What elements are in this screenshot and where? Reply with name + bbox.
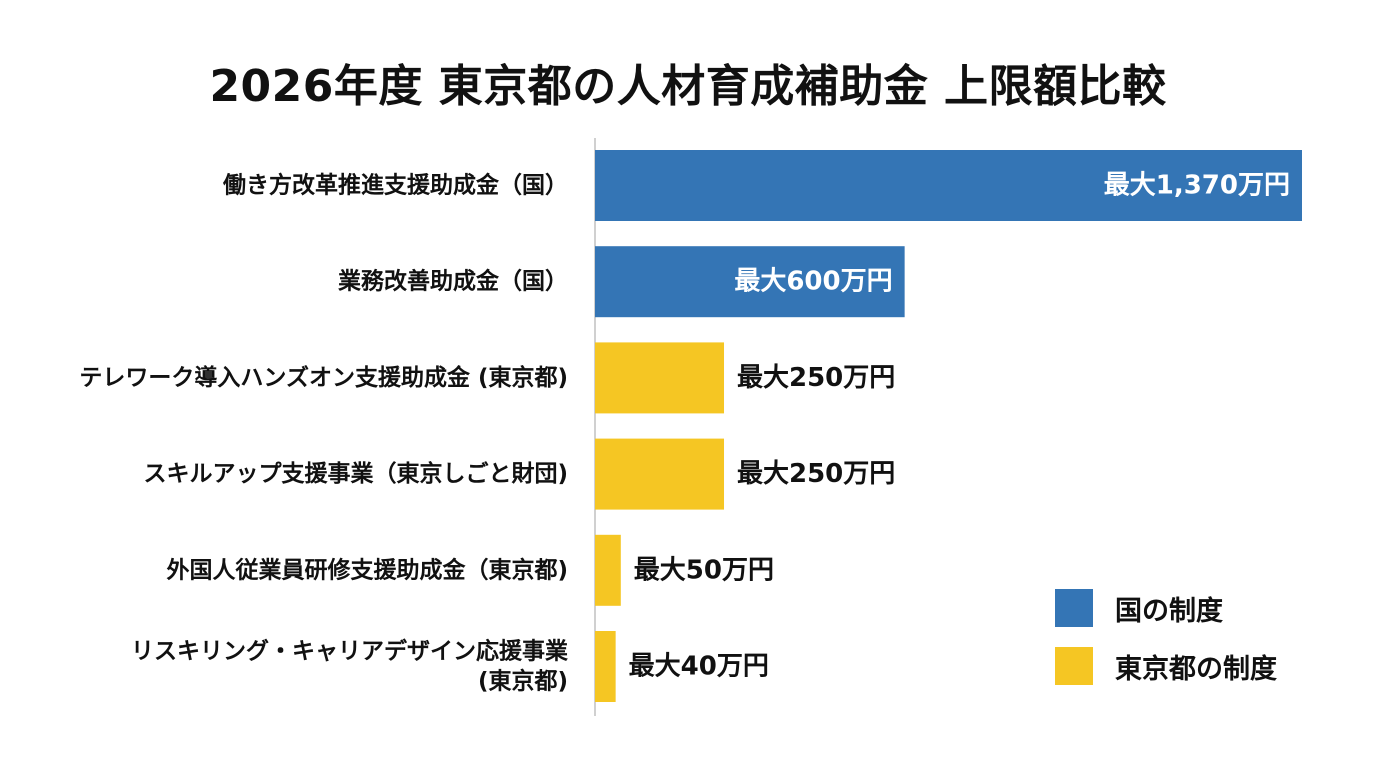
bar-0: [595, 150, 1302, 221]
bar-1: [595, 246, 905, 318]
bar-4: [595, 534, 621, 606]
legend-swatch-national: [1055, 589, 1093, 627]
bar-3: [595, 438, 725, 510]
data-label-5: 最大40万円: [629, 652, 769, 682]
legend-item-tokyo: 東京都の制度: [1055, 646, 1277, 686]
data-label-3: 最大250万円: [737, 459, 895, 489]
category-label-5: リスキリング・キャリアデザイン応援事業(東京都): [131, 638, 569, 695]
chart-title: 2026年度 東京都の人材育成補助金 上限額比較: [209, 61, 1167, 112]
legend-item-national: 国の制度: [1055, 588, 1277, 628]
data-label-0: 最大1,370万円: [1104, 171, 1290, 201]
bar-2: [595, 342, 725, 414]
data-label-2: 最大250万円: [737, 363, 895, 393]
legend-swatch-tokyo: [1055, 647, 1093, 685]
legend-label-national: 国の制度: [1115, 595, 1223, 627]
category-label-3: スキルアップ支援事業（東京しごと財団): [143, 460, 568, 487]
category-label-2: テレワーク導入ハンズオン支援助成金 (東京都): [79, 364, 568, 391]
legend-label-tokyo: 東京都の制度: [1115, 653, 1277, 685]
category-label-0: 働き方改革推進支援助成金（国）: [222, 172, 568, 199]
bar-5: [595, 631, 616, 702]
category-label-1: 業務改善助成金（国）: [337, 268, 568, 295]
legend: 国の制度 東京都の制度: [1055, 588, 1277, 704]
data-label-1: 最大600万円: [734, 267, 892, 297]
data-label-4: 最大50万円: [634, 555, 774, 585]
category-label-4: 外国人従業員研修支援助成金（東京都): [166, 556, 568, 583]
